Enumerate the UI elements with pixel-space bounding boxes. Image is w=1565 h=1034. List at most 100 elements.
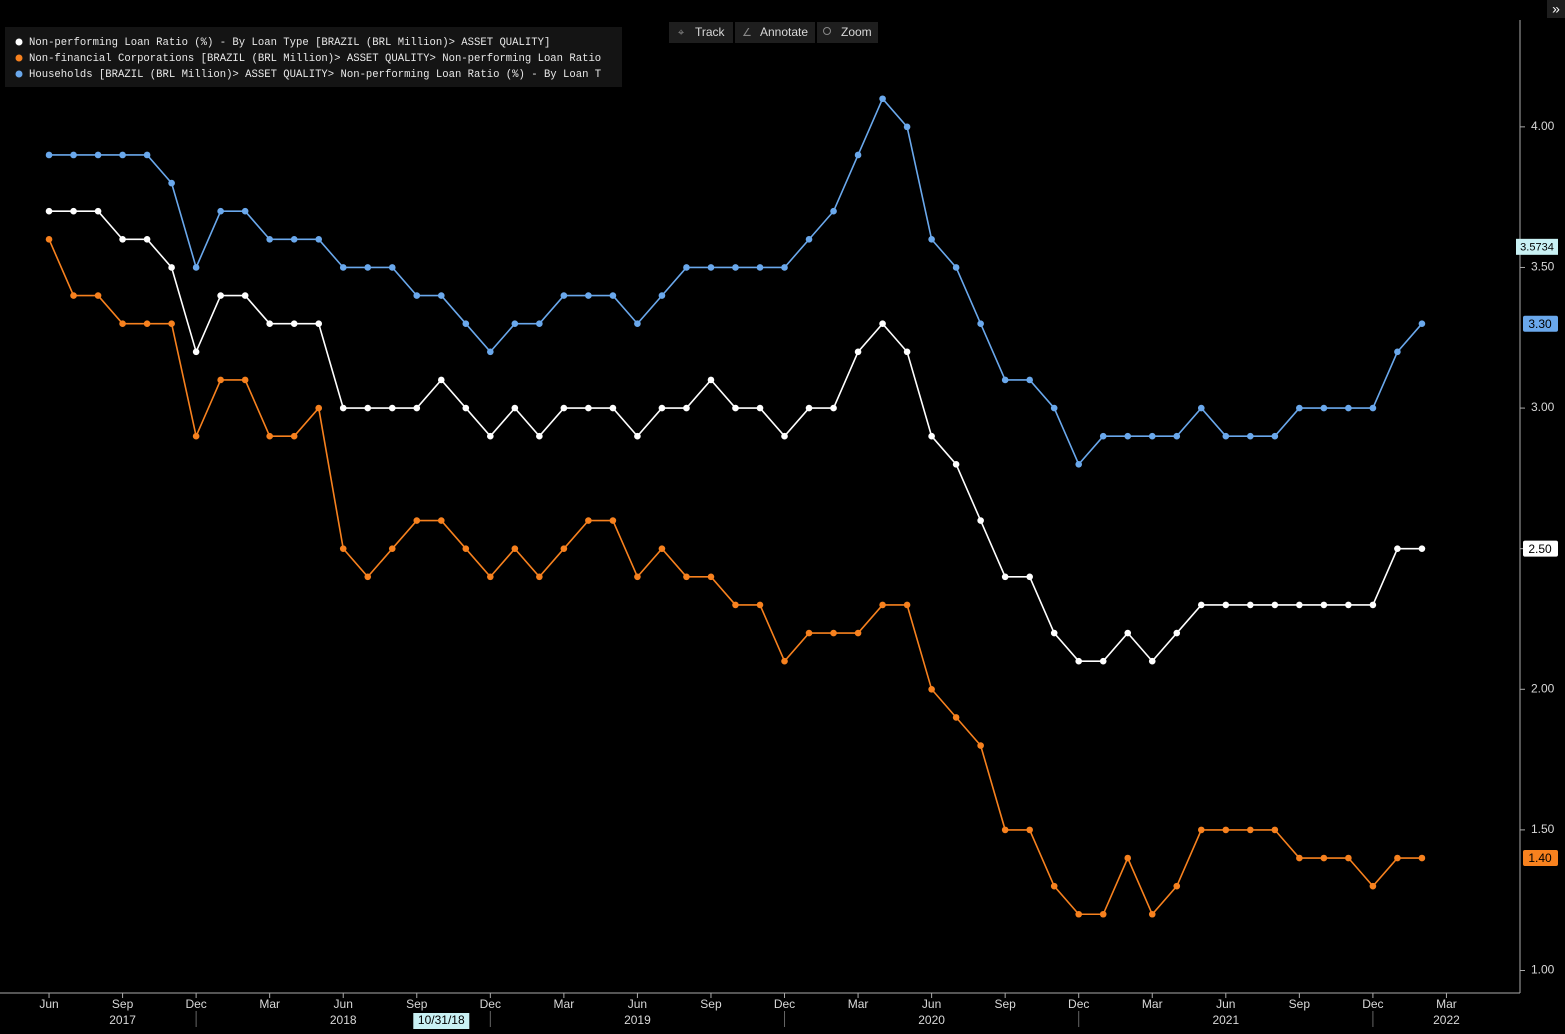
data-point xyxy=(977,742,984,749)
data-point xyxy=(290,236,298,243)
data-point xyxy=(903,123,911,131)
data-point xyxy=(119,151,126,159)
data-point xyxy=(266,236,273,243)
data-point xyxy=(1247,601,1254,609)
annotate-button[interactable] xyxy=(735,22,815,43)
zoom-label[interactable]: Zoom xyxy=(841,25,872,39)
data-point xyxy=(756,404,764,412)
data-point xyxy=(879,601,886,609)
data-point xyxy=(1320,854,1328,862)
data-point xyxy=(781,432,788,440)
data-point xyxy=(1124,432,1132,440)
data-point xyxy=(1124,629,1132,637)
data-point xyxy=(437,376,445,384)
data-point xyxy=(609,404,617,412)
x-tick-label: Sep xyxy=(700,997,722,1011)
data-point xyxy=(1197,826,1205,834)
data-point xyxy=(119,236,126,243)
data-point xyxy=(756,264,764,271)
data-point xyxy=(1197,601,1205,609)
data-point xyxy=(805,236,813,243)
data-point xyxy=(413,404,421,412)
y-tick-label: 2.00 xyxy=(1531,681,1555,695)
track-button[interactable] xyxy=(669,22,733,43)
data-point xyxy=(830,629,837,637)
data-point xyxy=(634,432,641,440)
data-point xyxy=(536,573,543,581)
data-point xyxy=(413,292,421,299)
x-tick-label: Dec xyxy=(480,997,501,1011)
data-point xyxy=(1418,320,1426,328)
data-point xyxy=(1320,601,1328,609)
x-tick-label: Dec xyxy=(774,997,795,1011)
data-point xyxy=(536,432,543,440)
y-tick-label: 1.50 xyxy=(1531,822,1555,836)
data-point xyxy=(511,404,519,412)
data-point xyxy=(1001,573,1009,581)
data-point xyxy=(339,264,347,271)
data-point xyxy=(732,264,739,271)
data-point xyxy=(903,601,911,609)
data-point xyxy=(1418,545,1426,552)
annotate-label[interactable]: Annotate xyxy=(760,25,808,39)
data-point xyxy=(854,629,862,637)
track-icon: ⌖ xyxy=(678,27,684,39)
data-point xyxy=(315,320,323,328)
data-point xyxy=(707,573,715,581)
x-tick-label: Mar xyxy=(554,997,575,1011)
corner-button-label[interactable]: » xyxy=(1552,1,1560,17)
data-point xyxy=(879,95,886,103)
data-point xyxy=(1075,910,1083,918)
data-point xyxy=(94,207,102,215)
corner-button[interactable] xyxy=(1547,0,1565,18)
track-label[interactable]: Track xyxy=(695,25,726,39)
data-point xyxy=(487,348,494,356)
last-value-label: 3.30 xyxy=(1528,317,1552,331)
x-tick-label: Jun xyxy=(628,997,647,1011)
zoom-button[interactable] xyxy=(817,22,878,43)
data-point xyxy=(119,320,126,328)
data-point xyxy=(609,517,617,524)
data-point xyxy=(1247,432,1254,440)
data-point xyxy=(388,264,396,271)
legend-marker xyxy=(15,70,23,78)
data-point xyxy=(952,264,960,271)
data-point xyxy=(70,292,77,299)
data-point xyxy=(462,404,470,412)
data-point xyxy=(1345,601,1352,609)
data-point xyxy=(1173,882,1181,890)
data-point xyxy=(266,432,273,440)
data-point xyxy=(928,432,935,440)
data-point xyxy=(1148,657,1156,665)
data-point xyxy=(560,292,568,299)
data-point xyxy=(854,348,862,356)
data-point xyxy=(1222,432,1230,440)
data-point xyxy=(437,517,445,524)
data-point xyxy=(683,404,690,412)
data-point xyxy=(1026,826,1033,834)
legend-label: Households [BRAZIL (BRL Million)> ASSET … xyxy=(29,69,601,81)
last-value-box xyxy=(1523,315,1558,332)
data-point xyxy=(1173,629,1181,637)
x-tick-label: Jun xyxy=(39,997,58,1011)
data-point xyxy=(388,404,396,412)
data-point xyxy=(1099,910,1107,918)
data-point xyxy=(1050,404,1058,412)
data-point xyxy=(168,320,175,328)
data-point xyxy=(1296,404,1303,412)
data-point xyxy=(192,348,200,356)
data-point xyxy=(1369,404,1377,412)
data-point xyxy=(217,376,224,384)
legend-box xyxy=(5,27,622,87)
x-tick-label: Dec xyxy=(1362,997,1383,1011)
data-point xyxy=(658,292,666,299)
y-tick-label: 1.00 xyxy=(1531,963,1555,977)
last-value-box xyxy=(1523,850,1558,867)
x-tick-label: Dec xyxy=(1068,997,1089,1011)
x-tick-label: Mar xyxy=(259,997,280,1011)
data-point xyxy=(707,376,715,384)
data-point xyxy=(1099,657,1107,665)
x-year-label: 2017 xyxy=(109,1013,136,1027)
x-year-label: 2020 xyxy=(918,1013,945,1027)
